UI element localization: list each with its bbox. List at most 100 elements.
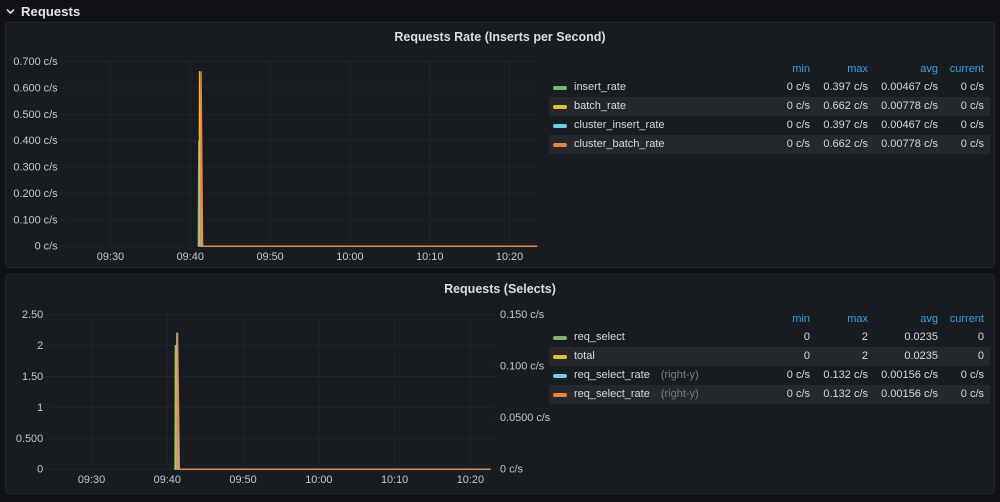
x-axis-label: 09:40 [177,251,204,263]
legend-value-max: 0.397 c/s [823,119,868,131]
legend-value-current: 0 [977,331,984,343]
series-color-swatch[interactable] [553,354,567,359]
legend-value-max: 0.132 c/s [823,388,868,400]
section-requests-header[interactable]: Requests [0,0,1000,22]
x-axis-label: 10:00 [305,474,332,486]
series-label[interactable]: insert_rate [574,81,626,93]
legend-row: cluster_insert_rate 0 c/s 0.397 c/s 0.00467… [549,116,990,135]
requests-rate-chart[interactable]: 0.700 c/s 0.600 c/s 0.500 c/s 0.400 c/s 0.30… [6,23,994,267]
series-label-cell: req_select_rate (right-y) [553,385,754,404]
legend-column-current[interactable]: current [949,63,984,75]
series-color-swatch[interactable] [553,142,567,147]
legend-value-avg: 0.00778 c/s [881,100,938,112]
series-line-cluster_batch_rate [200,71,538,247]
series-label-cell: cluster_batch_rate [553,135,754,154]
legend-row: cluster_batch_rate 0 c/s 0.662 c/s 0.00778 … [549,135,990,154]
panel-title[interactable]: Requests (Selects) [444,282,556,296]
legend-header: min max avg current [549,311,990,328]
legend-row: req_select_rate (right-y) 0 c/s 0.132 c/s 0.… [549,385,990,404]
y-axis-left-label: 0.600 c/s [13,83,58,95]
legend-value-min: 0 c/s [786,119,810,131]
x-axis-label: 09:50 [256,251,283,263]
y-axis-left-label: 0 [37,464,43,476]
section-title: Requests [21,3,81,19]
y-axis-left-label: 1 [37,402,43,414]
series-color-swatch[interactable] [553,392,567,397]
legend-row: total 0 2 0.0235 0 [549,347,990,366]
legend-value-current: 0 c/s [960,81,984,93]
legend-value-current: 0 c/s [960,119,984,131]
legend-row: batch_rate 0 c/s 0.662 c/s 0.00778 c/s 0 c/s [549,97,990,116]
legend-row: req_select_rate (right-y) 0 c/s 0.132 c/s 0.… [549,366,990,385]
x-axis-label: 10:20 [496,251,523,263]
series-label-cell: insert_rate [553,78,754,97]
y-axis-left-label: 0.700 c/s [13,56,58,68]
legend-header: min max avg current [549,61,990,78]
legend-value-current: 0 c/s [960,388,984,400]
legend-value-current: 0 c/s [960,369,984,381]
legend-column-min[interactable]: min [792,63,810,75]
legend-table: min max avg current req_select 0 2 0.0235 0 total… [549,311,990,404]
legend-value-avg: 0.00156 c/s [881,388,938,400]
y-axis-left-label: 2 [37,340,43,352]
x-axis-label: 09:50 [229,474,256,486]
requests-selects-chart[interactable]: 2.50 2 1.50 1 0.500 0 0.150 c/s 0.100 c/s 0.0500… [6,275,994,493]
series-color-swatch[interactable] [553,373,567,378]
legend-value-max: 0.662 c/s [823,138,868,150]
legend-row: insert_rate 0 c/s 0.397 c/s 0.00467 c/s 0 c/… [549,78,990,97]
x-axis-label: 10:00 [336,251,363,263]
series-label[interactable]: total [574,350,595,362]
y-axis-right-label: 0.150 c/s [500,309,545,321]
panel-title[interactable]: Requests Rate (Inserts per Second) [394,30,606,44]
legend-value-max: 2 [861,331,868,343]
legend-row: req_select 0 2 0.0235 0 [549,328,990,347]
legend-column-current[interactable]: current [949,313,984,325]
legend-value-avg: 0.0235 [904,350,938,362]
x-axis-label: 10:20 [457,474,484,486]
series-label-cell: batch_rate [553,97,754,116]
legend-column-min[interactable]: min [792,313,810,325]
x-axis-label: 09:40 [154,474,181,486]
legend-value-current: 0 [977,350,984,362]
legend-value-avg: 0.00778 c/s [881,138,938,150]
series-line-req_select_rate [176,332,491,470]
legend-column-avg[interactable]: avg [920,63,938,75]
x-axis-label: 10:10 [381,474,408,486]
series-color-swatch[interactable] [553,85,567,90]
legend-value-min: 0 c/s [786,369,810,381]
series-line-req_select_rate [175,332,491,470]
y-axis-left-label: 0.400 c/s [13,135,58,147]
series-label[interactable]: batch_rate [574,100,626,112]
series-label[interactable]: req_select_rate [574,369,650,381]
legend-table: min max avg current insert_rate 0 c/s 0.397 c/… [549,61,990,154]
x-axis-label: 10:10 [416,251,443,263]
x-axis-label: 09:30 [97,251,124,263]
series-label-cell: cluster_insert_rate [553,116,754,135]
legend-value-max: 2 [861,350,868,362]
legend-value-min: 0 c/s [786,388,810,400]
y-axis-left-label: 0.500 c/s [13,109,58,121]
series-label-cell: req_select_rate (right-y) [553,366,754,385]
panel-requests-selects: 2.50 2 1.50 1 0.500 0 0.150 c/s 0.100 c/s 0.0500… [5,274,995,494]
legend-column-avg[interactable]: avg [920,313,938,325]
series-color-swatch[interactable] [553,123,567,128]
legend-value-current: 0 c/s [960,138,984,150]
series-label[interactable]: cluster_insert_rate [574,119,665,131]
legend-value-min: 0 [803,331,810,343]
series-label[interactable]: req_select_rate [574,388,650,400]
series-label[interactable]: req_select [574,331,625,343]
legend-value-avg: 0.0235 [904,331,938,343]
legend-value-avg: 0.00156 c/s [881,369,938,381]
legend-column-max[interactable]: max [847,63,868,75]
legend-value-max: 0.132 c/s [823,369,868,381]
x-axis-label: 09:30 [78,474,105,486]
series-color-swatch[interactable] [553,104,567,109]
series-color-swatch[interactable] [553,335,567,340]
series-label[interactable]: cluster_batch_rate [574,138,665,150]
legend-column-max[interactable]: max [847,313,868,325]
legend-value-avg: 0.00467 c/s [881,119,938,131]
series-label-cell: req_select [553,328,754,347]
legend-value-min: 0 [803,350,810,362]
series-label-cell: total [553,347,754,366]
panel-requests-rate: 0.700 c/s 0.600 c/s 0.500 c/s 0.400 c/s 0.30… [5,22,995,268]
